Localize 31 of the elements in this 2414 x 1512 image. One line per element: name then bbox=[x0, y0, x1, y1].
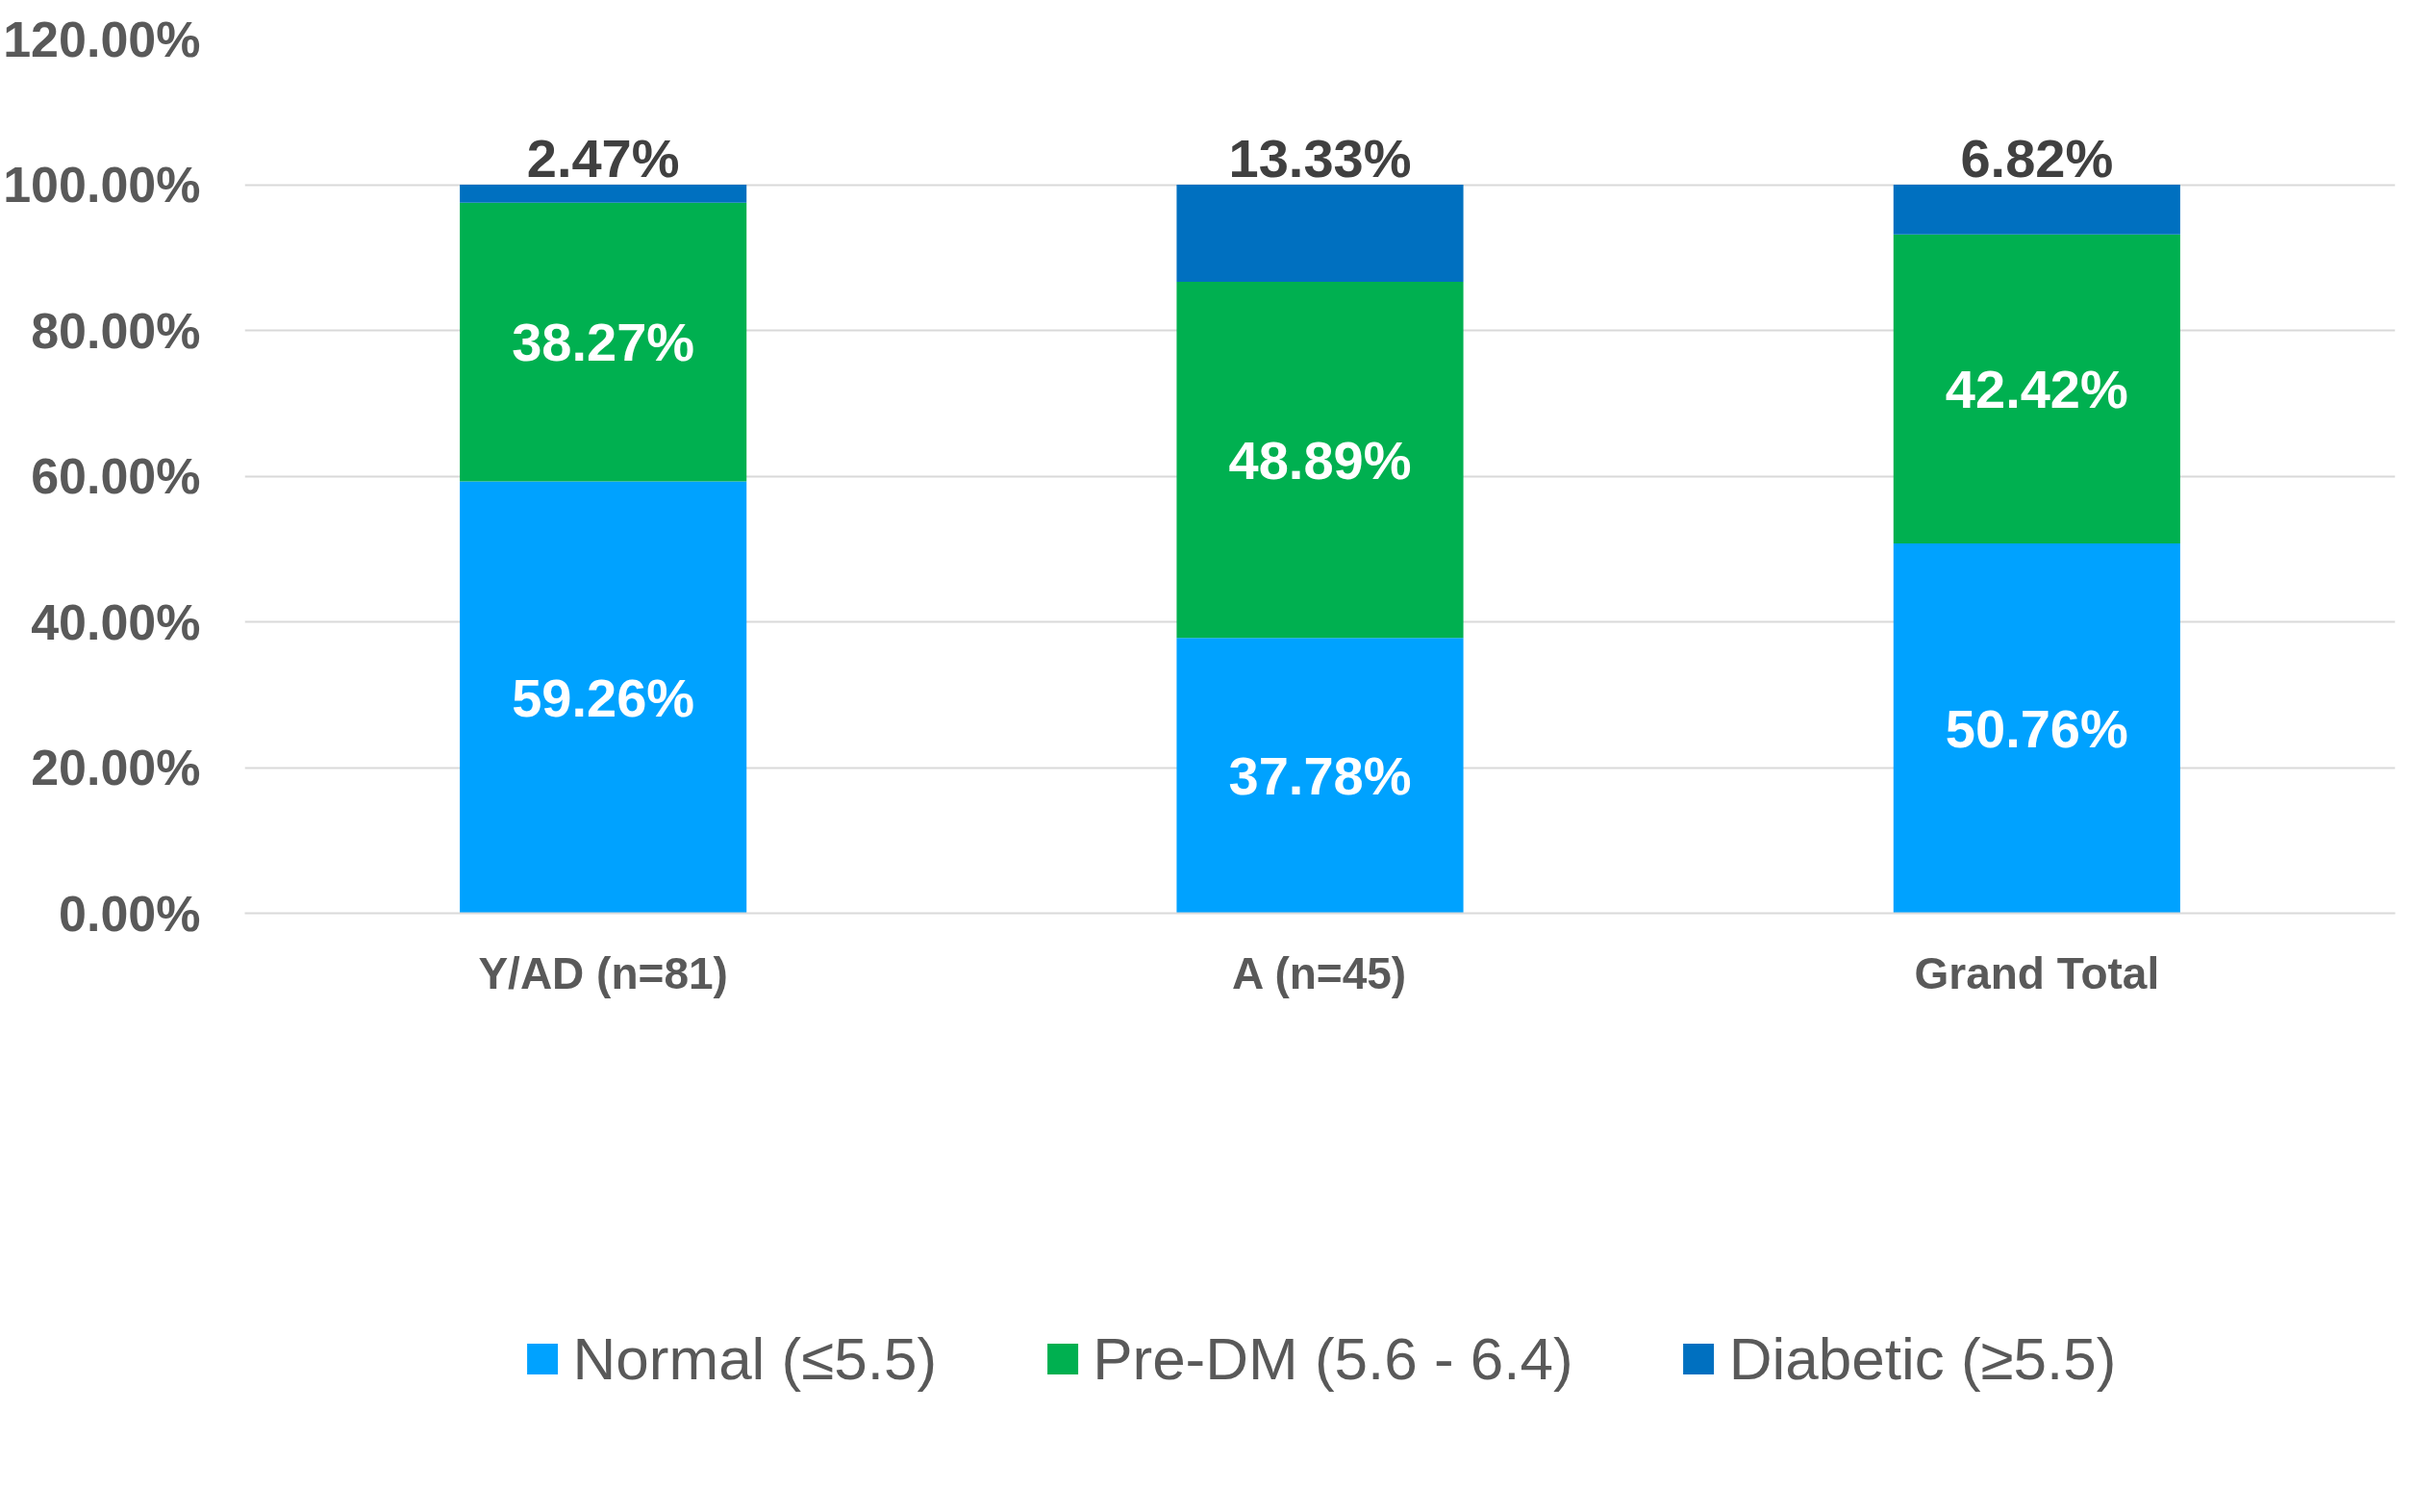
y-tick-label: 120.00% bbox=[3, 11, 201, 67]
bar bbox=[460, 185, 747, 203]
data-label: 6.82% bbox=[1960, 128, 2114, 189]
y-tick-label: 80.00% bbox=[31, 302, 201, 359]
data-label: 13.33% bbox=[1228, 128, 1412, 189]
data-label: 2.47% bbox=[526, 128, 680, 189]
bar bbox=[1176, 638, 1464, 914]
y-tick-label: 0.00% bbox=[59, 885, 201, 942]
bar bbox=[1176, 281, 1464, 639]
x-tick-label: Grand Total bbox=[1914, 947, 2160, 998]
bar bbox=[1893, 185, 2180, 235]
legend-label: Diabetic (≥5.5) bbox=[1728, 1323, 2117, 1393]
legend-label: Pre-DM (5.6 - 6.4) bbox=[1093, 1323, 1573, 1393]
data-label: 59.26% bbox=[512, 667, 695, 728]
x-tick-label: A (n=45) bbox=[1232, 947, 1407, 998]
y-tick-label: 60.00% bbox=[31, 448, 201, 504]
data-label: 37.78% bbox=[1228, 744, 1412, 806]
bar bbox=[460, 202, 747, 482]
data-label: 42.42% bbox=[1945, 358, 2128, 419]
bar bbox=[1176, 185, 1464, 282]
bar bbox=[1893, 542, 2180, 914]
bar bbox=[1893, 234, 2180, 543]
y-tick-label: 20.00% bbox=[31, 740, 201, 795]
y-tick-label: 40.00% bbox=[31, 593, 201, 650]
data-label: 38.27% bbox=[512, 312, 695, 373]
x-tick-label: Y/AD (n=81) bbox=[478, 947, 728, 998]
data-label: 48.89% bbox=[1228, 429, 1412, 491]
legend-label: Normal (≤5.5) bbox=[572, 1323, 938, 1393]
y-tick-label: 100.00% bbox=[3, 157, 201, 213]
data-label: 50.76% bbox=[1945, 697, 2128, 759]
bar bbox=[460, 481, 747, 914]
